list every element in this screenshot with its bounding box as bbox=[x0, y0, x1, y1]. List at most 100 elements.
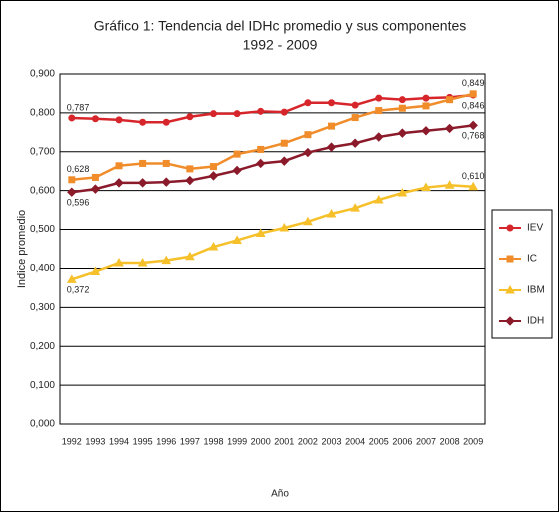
data-label: 0,768 bbox=[462, 131, 485, 141]
y-tick-label: 0,700 bbox=[30, 146, 55, 157]
data-point bbox=[139, 118, 147, 126]
x-tick-label: 2009 bbox=[463, 436, 483, 446]
y-tick-label: 0,400 bbox=[30, 263, 55, 274]
data-point bbox=[326, 142, 337, 152]
data-point bbox=[397, 128, 408, 138]
legend-label: IBM bbox=[527, 285, 545, 296]
data-point bbox=[139, 159, 147, 167]
x-tick-label: 1994 bbox=[109, 436, 129, 446]
data-point bbox=[279, 156, 290, 166]
legend-marker bbox=[506, 224, 514, 232]
y-tick-label: 0,500 bbox=[30, 224, 55, 235]
data-point bbox=[232, 165, 242, 176]
data-point bbox=[304, 99, 312, 107]
data-point bbox=[90, 184, 101, 194]
legend-marker bbox=[505, 284, 515, 294]
data-point bbox=[446, 96, 454, 104]
data-point bbox=[137, 178, 148, 188]
x-tick-label: 1997 bbox=[180, 436, 200, 446]
data-point bbox=[161, 177, 171, 187]
data-point bbox=[421, 182, 431, 192]
y-tick-label: 0,600 bbox=[30, 185, 55, 196]
series-line bbox=[71, 92, 474, 182]
data-point bbox=[232, 235, 242, 244]
data-point bbox=[468, 120, 478, 131]
x-tick-label: 1993 bbox=[85, 436, 105, 446]
y-tick-label: 0,100 bbox=[30, 380, 55, 391]
data-point bbox=[257, 107, 265, 115]
data-point bbox=[186, 165, 194, 173]
data-point bbox=[91, 173, 99, 181]
x-tick-label: 1999 bbox=[227, 436, 247, 446]
x-tick-label: 2006 bbox=[392, 436, 412, 446]
legend-marker bbox=[506, 255, 514, 263]
legend-label: IEV bbox=[527, 223, 543, 234]
data-point bbox=[398, 96, 406, 104]
x-tick-label: 2004 bbox=[345, 436, 365, 446]
x-tick-label: 2007 bbox=[416, 436, 436, 446]
data-label: 0,596 bbox=[67, 198, 90, 208]
data-point bbox=[208, 171, 219, 181]
data-point bbox=[398, 104, 406, 112]
data-label: 0,628 bbox=[67, 164, 90, 174]
x-tick-label: 2005 bbox=[369, 436, 389, 446]
y-tick-label: 0,200 bbox=[30, 341, 55, 352]
legend-marker bbox=[505, 316, 515, 326]
x-tick-label: 2003 bbox=[322, 436, 342, 446]
data-point bbox=[326, 208, 337, 218]
series-line bbox=[71, 183, 474, 281]
data-point bbox=[421, 126, 431, 136]
data-point bbox=[184, 251, 195, 261]
data-point bbox=[373, 194, 384, 204]
x-tick-label: 1992 bbox=[62, 436, 82, 446]
data-point bbox=[303, 216, 313, 226]
data-point bbox=[66, 274, 77, 283]
data-point bbox=[137, 257, 148, 267]
data-point bbox=[114, 257, 124, 267]
data-point bbox=[186, 113, 194, 121]
x-tick-label: 2000 bbox=[251, 436, 271, 446]
data-point bbox=[233, 150, 241, 158]
data-point bbox=[469, 90, 477, 98]
data-point bbox=[185, 175, 195, 186]
y-tick-label: 0,300 bbox=[30, 302, 55, 313]
legend-label: IDH bbox=[527, 316, 544, 327]
data-point bbox=[255, 228, 266, 237]
data-point bbox=[162, 118, 170, 126]
data-point bbox=[444, 123, 455, 134]
chart-title: Gráfico 1: Tendencia del IDHc promedio y… bbox=[94, 18, 467, 34]
data-point bbox=[422, 94, 430, 102]
legend-box bbox=[491, 209, 553, 339]
x-tick-label: 1998 bbox=[203, 436, 223, 446]
series-line bbox=[71, 93, 474, 124]
data-point bbox=[161, 255, 172, 265]
data-point bbox=[209, 163, 217, 171]
data-point bbox=[115, 116, 123, 124]
data-point bbox=[90, 266, 101, 276]
data-label: 0,610 bbox=[462, 171, 485, 181]
y-tick-label: 0,000 bbox=[30, 419, 55, 430]
data-point bbox=[257, 145, 265, 153]
data-label: 0,846 bbox=[462, 100, 485, 110]
chart-subtitle: 1992 - 2009 bbox=[243, 37, 318, 53]
data-point bbox=[255, 158, 266, 169]
data-label: 0,849 bbox=[462, 78, 485, 88]
data-point bbox=[115, 162, 123, 170]
data-point bbox=[351, 101, 359, 109]
data-point bbox=[375, 94, 383, 102]
data-label: 0,372 bbox=[67, 285, 90, 295]
data-point bbox=[162, 159, 170, 167]
data-point bbox=[328, 122, 336, 130]
y-axis-label: Indice promedio bbox=[16, 210, 28, 288]
data-point bbox=[233, 110, 241, 118]
x-tick-label: 2001 bbox=[274, 436, 294, 446]
data-point bbox=[209, 110, 217, 118]
plot-area bbox=[59, 73, 486, 425]
data-point bbox=[375, 107, 383, 115]
data-point bbox=[304, 131, 312, 139]
x-axis-label: Año bbox=[271, 489, 289, 500]
data-label: 0,787 bbox=[67, 102, 90, 112]
data-point bbox=[468, 181, 479, 191]
